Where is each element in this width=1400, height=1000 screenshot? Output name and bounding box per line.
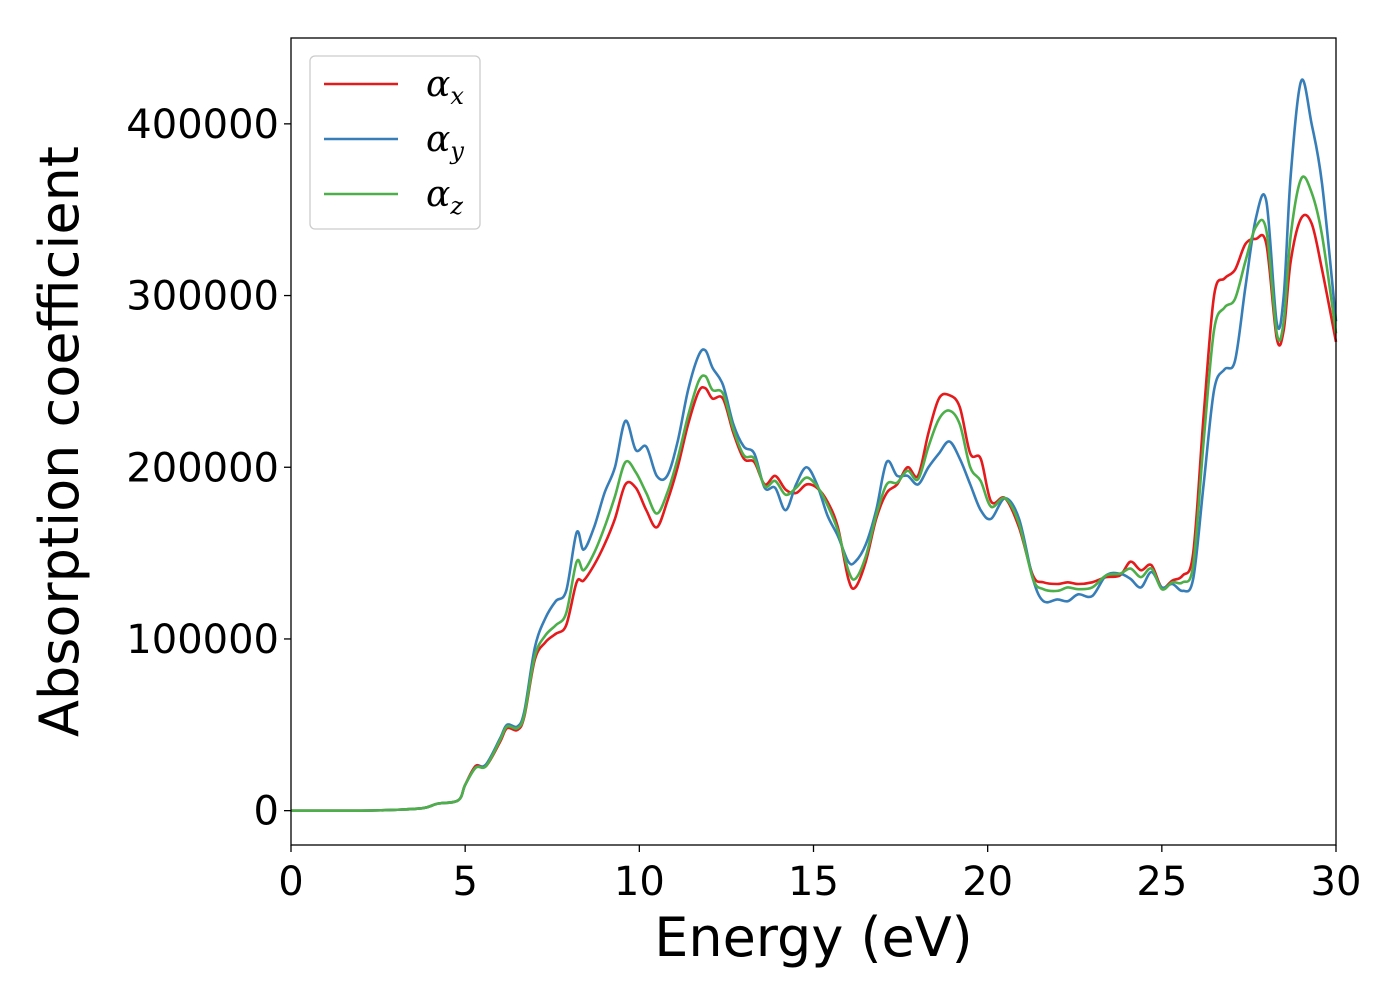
- x-tick-label: 20: [962, 859, 1013, 905]
- x-axis-title: Energy (eV): [654, 906, 973, 969]
- y-tick-label: 400000: [126, 102, 279, 148]
- legend-label-alpha-z: αz: [426, 174, 463, 220]
- legend-label-alpha-y: αy: [426, 119, 464, 165]
- y-axis-ticks: 0 100000 200000 300000 400000: [126, 102, 291, 835]
- y-tick-label: 100000: [126, 617, 279, 663]
- legend-symbol: α: [426, 64, 450, 105]
- legend-symbol: α: [426, 174, 450, 215]
- legend-subscript: y: [449, 137, 464, 165]
- series-line-alpha-x: [291, 213, 1338, 813]
- legend-subscript: x: [450, 82, 464, 110]
- x-tick-label: 10: [614, 859, 665, 905]
- x-tick-label: 5: [452, 859, 477, 905]
- x-tick-label: 25: [1136, 859, 1187, 905]
- x-axis-ticks: 0 5 10 15 20 25 30: [278, 845, 1361, 905]
- y-tick-label: 300000: [126, 274, 279, 320]
- series-line-alpha-y: [291, 78, 1338, 813]
- y-tick-label: 0: [254, 789, 279, 835]
- legend-subscript: z: [449, 192, 463, 220]
- x-tick-label: 30: [1311, 859, 1362, 905]
- x-tick-label: 0: [278, 859, 303, 905]
- legend-label-alpha-x: αx: [426, 64, 464, 110]
- y-axis-title: Absorption coefficient: [28, 146, 91, 737]
- y-tick-label: 200000: [126, 445, 279, 491]
- x-tick-label: 15: [788, 859, 839, 905]
- series-line-alpha-z: [291, 175, 1338, 813]
- legend-symbol: α: [426, 119, 450, 160]
- legend-box: [309, 55, 481, 230]
- series-layer: [291, 78, 1338, 813]
